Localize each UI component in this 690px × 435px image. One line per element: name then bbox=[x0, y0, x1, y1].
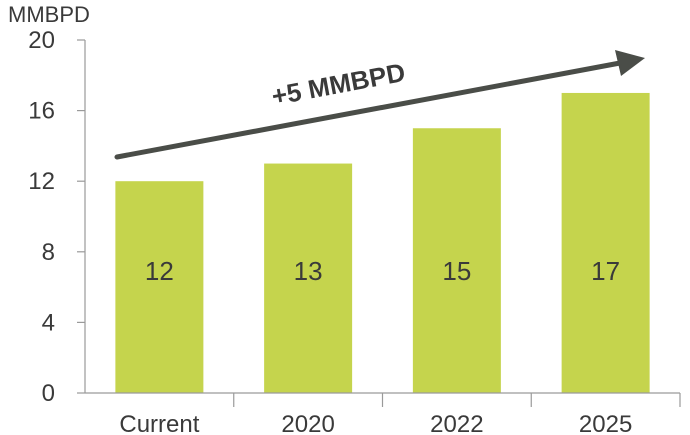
x-category-label: 2022 bbox=[430, 411, 483, 435]
bar bbox=[412, 128, 501, 393]
y-tick-label: 4 bbox=[42, 309, 55, 336]
x-category-label: 2025 bbox=[579, 411, 632, 435]
x-category-label: 2020 bbox=[281, 411, 334, 435]
y-axis-unit-label: MMBPD bbox=[8, 2, 90, 27]
trend-arrow-shaft bbox=[114, 60, 623, 160]
bar bbox=[115, 181, 204, 393]
y-tick-label: 8 bbox=[42, 239, 55, 266]
bar bbox=[561, 92, 650, 393]
y-tick-label: 20 bbox=[28, 27, 55, 54]
y-tick-label: 16 bbox=[28, 98, 55, 125]
bar bbox=[264, 163, 353, 393]
x-category-label: Current bbox=[119, 411, 199, 435]
growth-annotation: +5 MMBPD bbox=[269, 57, 407, 111]
trend-arrow-head bbox=[615, 50, 645, 76]
bar-value-label: 12 bbox=[145, 256, 174, 286]
bar-value-label: 13 bbox=[294, 256, 323, 286]
bar-value-label: 17 bbox=[591, 256, 620, 286]
y-tick-label: 0 bbox=[42, 380, 55, 407]
y-tick-label: 12 bbox=[28, 168, 55, 195]
bar-value-label: 15 bbox=[442, 256, 471, 286]
